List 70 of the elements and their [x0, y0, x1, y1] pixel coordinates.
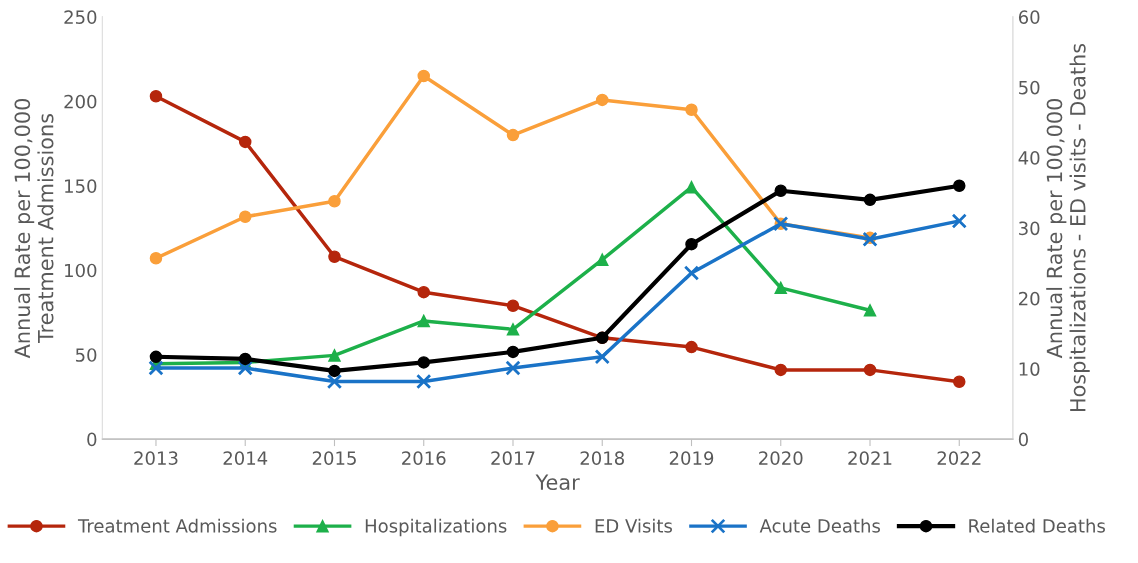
- point: [953, 375, 966, 388]
- point: [417, 314, 430, 328]
- x-tick-label: 2019: [669, 451, 714, 465]
- y2-axis-title: Annual Rate per 100,000 Hospitalizations - ED visits - Deaths: [1046, 43, 1090, 412]
- y2-tick-label: 10: [1019, 362, 1040, 376]
- x-tick-label: 2016: [402, 451, 446, 465]
- point: [237, 360, 253, 376]
- point: [238, 135, 252, 149]
- point: [326, 373, 343, 390]
- x-tick-label: 2021: [848, 451, 892, 465]
- point: [774, 281, 788, 295]
- point: [238, 210, 252, 224]
- y-tick-label: 100: [65, 263, 97, 278]
- legend-label: Acute Deaths: [759, 518, 880, 533]
- x-tick-label: 2014: [223, 451, 268, 465]
- point: [506, 323, 520, 336]
- point: [328, 349, 341, 362]
- x-tick-label: 2017: [491, 451, 535, 465]
- point: [951, 213, 967, 229]
- point: [863, 304, 877, 317]
- x-axis-title: Year: [535, 474, 580, 491]
- point: [417, 69, 430, 83]
- point: [683, 265, 700, 281]
- x-tick-label: 2013: [134, 451, 178, 465]
- y-tick-label: 250: [64, 10, 97, 25]
- point: [416, 373, 432, 390]
- point: [506, 345, 520, 359]
- x-tick-label: 2015: [312, 451, 356, 465]
- point: [417, 285, 430, 299]
- point: [774, 363, 788, 377]
- point: [863, 193, 877, 207]
- point: [149, 252, 163, 265]
- y-axis-title: Annual Rate per 100,000 Treatment Admissions: [14, 99, 54, 359]
- point: [149, 350, 163, 364]
- point: [685, 237, 698, 251]
- point: [328, 250, 341, 263]
- point: [149, 90, 163, 103]
- point: [506, 299, 520, 312]
- y2-tick-label: 20: [1019, 291, 1040, 306]
- point: [953, 179, 966, 193]
- y2-tick-label: 0: [1018, 432, 1028, 447]
- point: [417, 356, 430, 369]
- point: [863, 363, 877, 377]
- point: [328, 195, 341, 208]
- point: [328, 364, 341, 378]
- point: [505, 360, 521, 376]
- x-tick-label: 2020: [759, 451, 803, 465]
- point: [506, 128, 520, 142]
- legend-label: ED Visits: [595, 518, 672, 533]
- point: [685, 340, 698, 354]
- legend-label: Hospitalizations: [365, 518, 507, 537]
- y2-tick-label: 60: [1018, 10, 1040, 25]
- y2-tick-label: 40: [1018, 151, 1040, 165]
- point: [774, 184, 788, 197]
- legend-label: Related Deaths: [969, 518, 1105, 533]
- y2-tick-label: 50: [1019, 80, 1040, 95]
- x-tick-label: 2022: [937, 451, 981, 465]
- point: [595, 253, 609, 266]
- point: [685, 180, 698, 194]
- point: [685, 103, 698, 117]
- point: [595, 93, 609, 107]
- x-tick-label: 2018: [580, 451, 624, 465]
- point: [594, 349, 610, 365]
- y-tick-label: 200: [64, 94, 97, 109]
- y-tick-label: 150: [65, 179, 97, 193]
- point: [148, 360, 164, 376]
- y2-tick-label: 30: [1019, 221, 1040, 236]
- y-tick-label: 0: [87, 432, 97, 447]
- y-tick-label: 50: [75, 348, 97, 362]
- legend-label: Treatment Admissions: [77, 518, 277, 533]
